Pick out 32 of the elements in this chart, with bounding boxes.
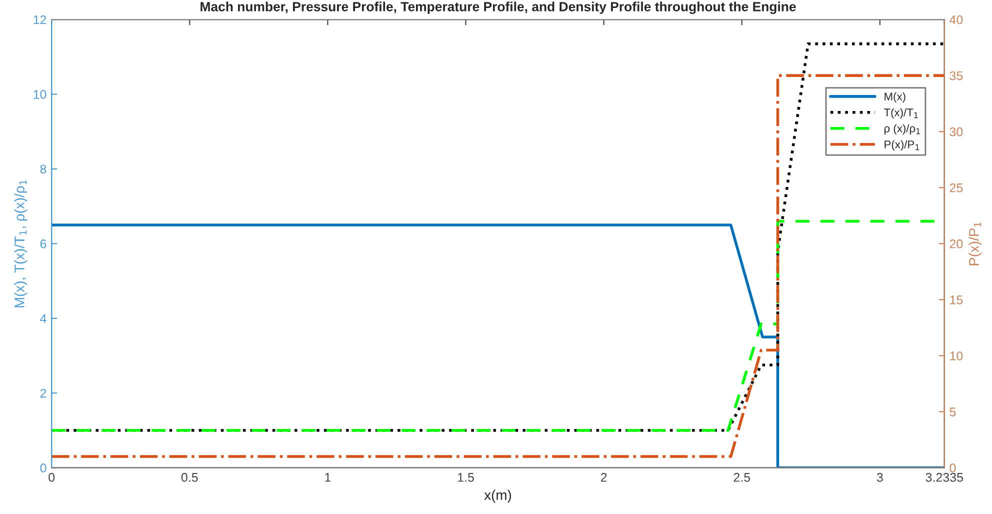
chart-title: Mach number, Pressure Profile, Temperature Profile, and Density Profile throughout the Engine — [200, 2, 796, 14]
legend-label: P(x)/P$_{1}$ — [884, 140, 919, 151]
x-tick-label: 1 — [325, 473, 331, 482]
y2-tick-label: 40 — [950, 15, 963, 24]
y-axis-title: M(x), T(x)/T$_{1}$, ρ(x)/ρ$_{1}$ — [14, 180, 28, 308]
y-tick-label: 12 — [34, 15, 46, 24]
legend-label: T(x)/T$_{1}$ — [884, 108, 918, 119]
x-tick-label: 3 — [876, 472, 883, 482]
y2-tick-label: 5 — [950, 408, 956, 416]
y2-tick-label: 30 — [950, 127, 963, 136]
y-tick-label: 0 — [40, 464, 46, 472]
y2-tick-label: 25 — [950, 183, 963, 192]
x-tick-label: 0 — [48, 472, 55, 482]
legend-label: ρ (x)/ρ$_{1}$ — [884, 124, 920, 135]
y2-tick-label: 0 — [950, 464, 956, 472]
x-axis-title: x(m) — [484, 490, 512, 503]
y2-tick-label: 15 — [950, 296, 963, 304]
x-tick-label: 1.5 — [458, 473, 474, 482]
y-tick-label: 10 — [34, 90, 46, 99]
x-tick-label: 2 — [600, 472, 607, 482]
y2-tick-label: 35 — [950, 71, 963, 80]
y-tick-label: 4 — [40, 314, 46, 323]
legend-label: M(x) — [884, 92, 906, 103]
x-tick-label: 0.5 — [181, 472, 198, 482]
x-tick-label: 3.2335 — [926, 472, 963, 482]
x-tick-label: 2.5 — [734, 472, 750, 482]
y2-tick-label: 10 — [950, 351, 963, 360]
y2-tick-label: 20 — [950, 239, 963, 248]
y2-axis-title: P(x)/P$_{1}$ — [968, 222, 982, 266]
y-tick-label: 6 — [40, 239, 46, 248]
y-tick-label: 8 — [40, 164, 46, 174]
y-tick-label: 2 — [40, 388, 46, 398]
